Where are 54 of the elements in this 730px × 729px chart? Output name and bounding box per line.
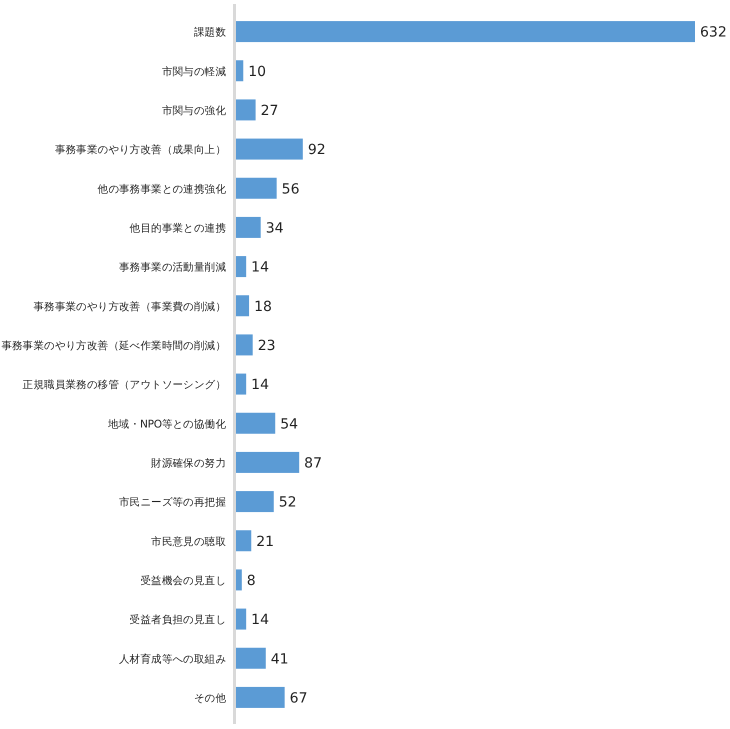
bar	[236, 608, 246, 630]
bar	[236, 686, 285, 708]
data-label: 34	[266, 220, 284, 236]
data-label: 14	[251, 612, 270, 628]
bar	[236, 530, 252, 552]
y-tick-label: 市関与の軽減	[162, 64, 226, 78]
y-tick-label: 受益機会の見直し	[140, 574, 226, 587]
y-tick-label: 他の事務事業との連携強化	[98, 182, 226, 196]
y-tick-label: 事務事業のやり方改善（事業費の削減）	[33, 300, 226, 313]
bar	[236, 138, 303, 160]
data-label: 52	[278, 494, 297, 511]
data-label: 27	[260, 102, 278, 119]
data-label: 14	[251, 260, 270, 276]
y-tick-label: 市民意見の聴取	[151, 534, 226, 548]
data-label: 18	[254, 298, 272, 315]
y-tick-label: 事務事業のやり方改善（成果向上）	[54, 143, 226, 156]
y-tick-label: 地域・NPO等との協働化	[106, 417, 226, 430]
bar	[236, 216, 261, 238]
y-tick-label: 課題数	[194, 26, 226, 39]
bar	[236, 569, 242, 590]
y-tick-label: 市民ニーズ等の再把握	[118, 496, 226, 509]
bar	[236, 295, 250, 316]
data-label: 87	[304, 455, 322, 472]
y-tick-label: その他	[194, 692, 226, 704]
y-tick-label: 受益者負担の見直し	[130, 613, 226, 626]
data-label: 23	[258, 338, 276, 354]
data-label: 54	[280, 416, 298, 432]
data-label: 632	[700, 24, 727, 41]
y-tick-label: 正規職員業務の移管（アウトソーシング）	[22, 378, 226, 392]
bar	[236, 99, 256, 120]
y-tick-label: 事務事業の活動量削減	[118, 260, 226, 274]
data-label: 67	[290, 690, 308, 706]
y-tick-label: 事務事業のやり方改善（延べ作業時間の削減）	[1, 338, 226, 352]
bar	[236, 491, 274, 512]
data-label: 14	[251, 377, 270, 394]
bar	[236, 178, 277, 199]
y-tick-label: 財源確保の努力	[151, 456, 226, 470]
bar	[236, 21, 695, 42]
bar	[236, 648, 266, 669]
bar	[236, 60, 244, 82]
bar	[236, 452, 300, 473]
data-label: 92	[308, 142, 326, 158]
bar	[236, 374, 246, 395]
bar	[236, 412, 276, 434]
data-label: 41	[270, 651, 289, 668]
data-label: 21	[256, 534, 274, 550]
y-tick-label: 他目的事業との連携	[130, 221, 226, 234]
y-tick-label: 市関与の強化	[162, 104, 226, 117]
data-label: 8	[246, 572, 256, 589]
bar	[236, 256, 246, 278]
y-tick-label: 人材育成等への取組み	[118, 652, 226, 666]
data-label: 10	[248, 64, 266, 80]
data-label: 56	[282, 181, 300, 198]
bar	[236, 334, 253, 356]
